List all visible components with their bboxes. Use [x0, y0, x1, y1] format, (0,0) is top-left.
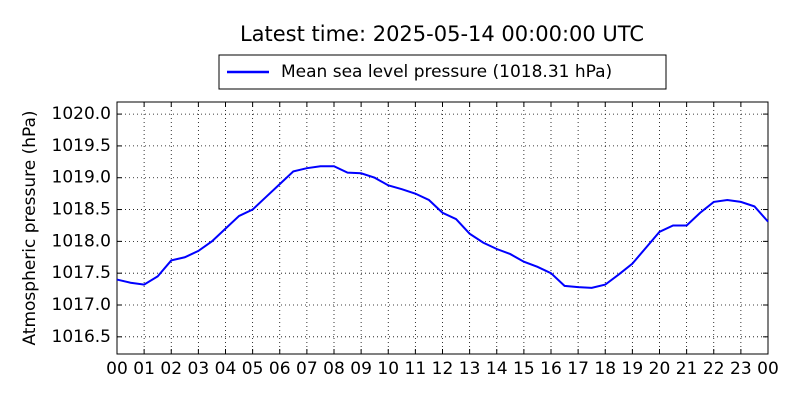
x-tick-label: 02 — [160, 359, 182, 379]
y-tick-label: 1017.0 — [52, 295, 111, 315]
x-tick-label: 21 — [676, 359, 698, 379]
x-tick-label: 14 — [486, 359, 508, 379]
x-tick-label: 06 — [269, 359, 291, 379]
x-tick-label: 20 — [649, 359, 671, 379]
plot-frame — [116, 101, 769, 355]
x-tick-label: 05 — [242, 359, 264, 379]
x-tick-label: 04 — [215, 359, 237, 379]
y-axis-label: Atmospheric pressure (hPa) — [20, 110, 40, 345]
x-tick-label: 19 — [622, 359, 644, 379]
x-tick-label: 17 — [567, 359, 589, 379]
x-tick-label: 01 — [133, 359, 155, 379]
chart-title: Latest time: 2025-05-14 00:00:00 UTC — [240, 22, 644, 46]
y-tick-label: 1017.5 — [52, 263, 111, 283]
legend-box — [218, 54, 667, 90]
data-line — [116, 165, 769, 289]
x-tick-label: 00 — [757, 359, 779, 379]
x-tick-label: 08 — [323, 359, 345, 379]
x-tick-label: 07 — [296, 359, 318, 379]
x-tick-label: 22 — [703, 359, 725, 379]
x-tick-label: 16 — [540, 359, 562, 379]
x-tick-label: 15 — [513, 359, 535, 379]
y-tick-label: 1018.0 — [52, 231, 111, 251]
x-tick-label: 12 — [432, 359, 454, 379]
y-tick-label: 1019.0 — [52, 168, 111, 188]
x-tick-label: 13 — [459, 359, 481, 379]
x-tick-label: 03 — [188, 359, 210, 379]
x-tick-label: 10 — [377, 359, 399, 379]
x-tick-label: 09 — [350, 359, 372, 379]
y-tick-label: 1016.5 — [52, 327, 111, 347]
x-tick-label: 11 — [405, 359, 427, 379]
legend-label: Mean sea level pressure (1018.31 hPa) — [281, 62, 612, 82]
y-tick-label: 1019.5 — [52, 136, 111, 156]
y-tick-label: 1018.5 — [52, 200, 111, 220]
x-tick-label: 00 — [106, 359, 128, 379]
x-tick-label: 23 — [730, 359, 752, 379]
y-tick-label: 1020.0 — [52, 104, 111, 124]
x-tick-label: 18 — [594, 359, 616, 379]
